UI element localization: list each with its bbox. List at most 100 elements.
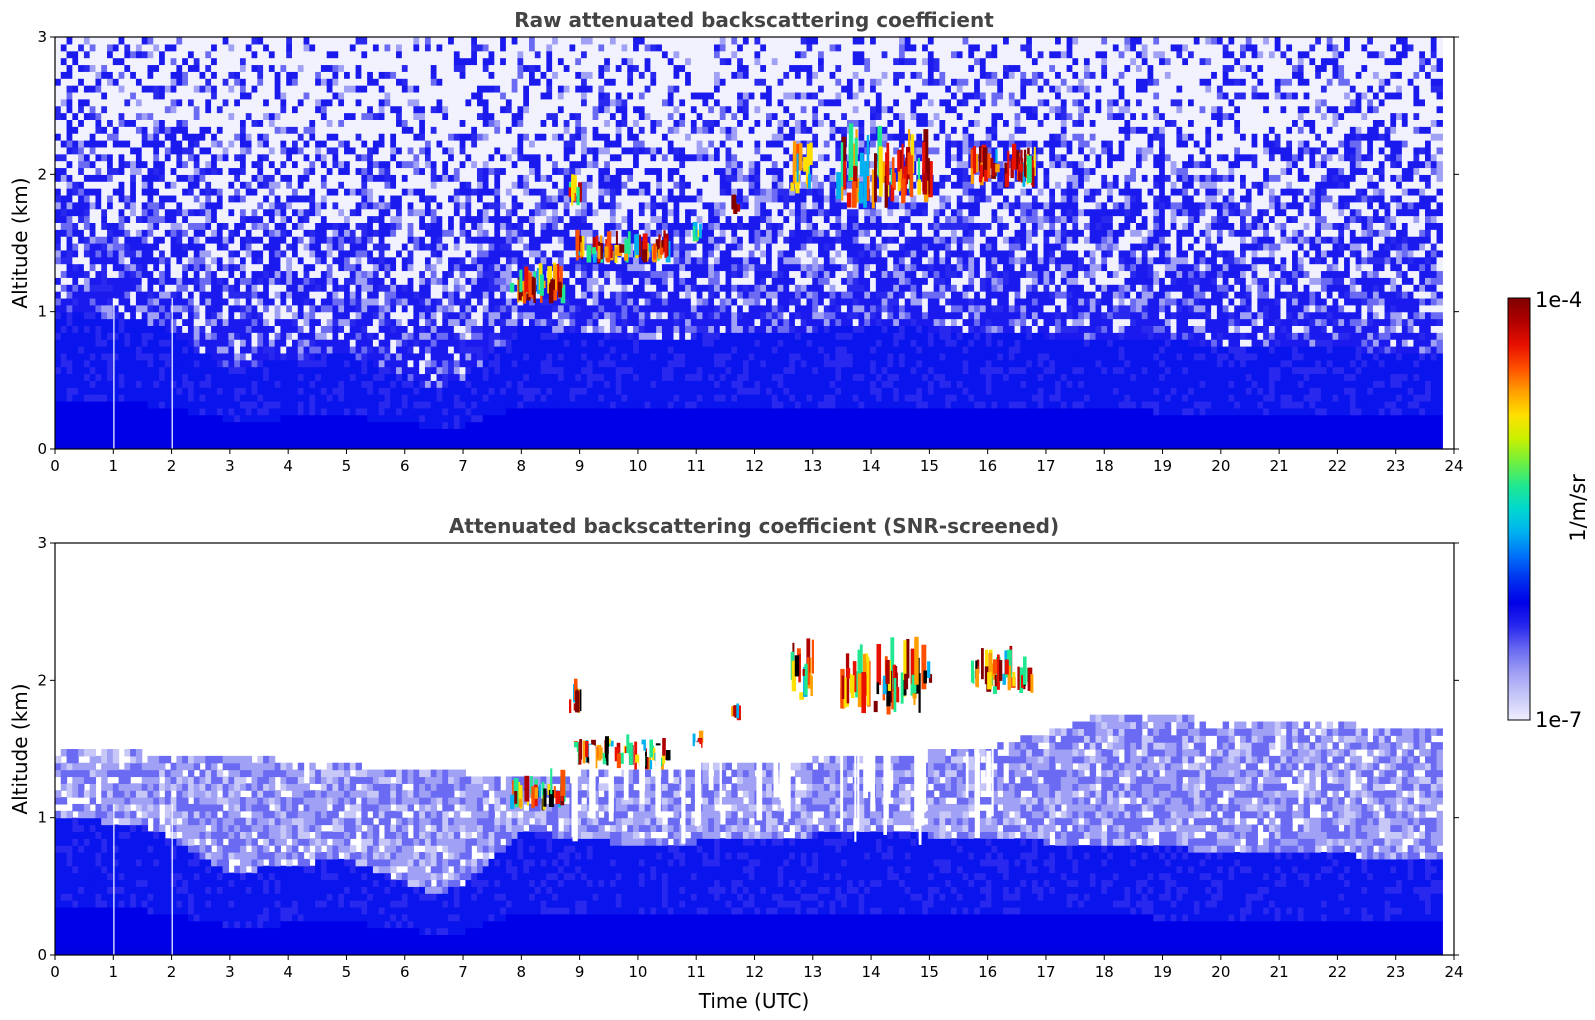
heatmap-cell — [164, 414, 172, 423]
heatmap-cell — [66, 112, 73, 120]
heatmap-cell — [280, 366, 287, 375]
heatmap-cell — [245, 304, 253, 313]
heatmap-cell — [257, 208, 264, 217]
heatmap-cell — [234, 297, 241, 306]
heatmap-cell — [372, 98, 380, 107]
heatmap-cell — [176, 71, 183, 79]
heatmap-cell — [401, 71, 409, 79]
heatmap-cell — [292, 181, 299, 189]
heatmap-cell — [130, 339, 137, 347]
heatmap-cell — [442, 311, 449, 320]
heatmap-cell — [424, 311, 432, 320]
heatmap-cell — [459, 50, 467, 59]
heatmap-cell — [257, 167, 264, 175]
heatmap-cell — [72, 311, 79, 320]
heatmap-cell — [274, 414, 282, 423]
heatmap-cell — [170, 181, 177, 189]
heatmap-cell — [424, 318, 432, 326]
heatmap-cell — [182, 291, 189, 299]
heatmap-cell — [297, 291, 305, 299]
heatmap-cell — [211, 311, 218, 320]
heatmap-cell — [494, 140, 501, 148]
heatmap-cell — [55, 387, 62, 395]
heatmap-cell — [326, 421, 334, 429]
heatmap-cell — [239, 332, 247, 340]
heatmap-cell — [384, 435, 391, 443]
heatmap-cell — [442, 146, 449, 155]
heatmap-cell — [193, 414, 201, 423]
heatmap-cell — [372, 236, 380, 244]
heatmap-cell — [66, 304, 73, 313]
heatmap-cell — [332, 174, 339, 182]
heatmap-cell — [182, 339, 189, 347]
heatmap-cell — [494, 380, 501, 388]
heatmap-cell — [372, 43, 380, 52]
heatmap-cell — [297, 188, 305, 196]
heatmap-cell — [78, 201, 85, 210]
heatmap-cell — [517, 222, 524, 230]
heatmap-cell — [135, 380, 143, 388]
heatmap-cell — [280, 339, 287, 347]
heatmap-cell — [153, 263, 160, 272]
heatmap-cell — [199, 208, 206, 217]
heatmap-cell — [268, 373, 276, 381]
heatmap-cell — [344, 243, 351, 251]
heatmap-cell — [326, 380, 334, 388]
heatmap-cell — [234, 304, 241, 313]
heatmap-cell — [251, 215, 258, 223]
heatmap-cell — [89, 256, 97, 265]
heatmap-cell — [476, 208, 484, 217]
heatmap-cell — [263, 153, 270, 162]
heatmap-cell — [465, 291, 472, 299]
heatmap-cell — [355, 304, 362, 313]
heatmap-cell — [436, 126, 443, 134]
heatmap-cell — [286, 373, 293, 381]
heatmap-cell — [297, 112, 305, 120]
heatmap-cell — [55, 256, 62, 265]
heatmap-cell — [494, 153, 501, 162]
heatmap-cell — [505, 304, 513, 313]
heatmap-cell — [176, 57, 183, 66]
heatmap-cell — [280, 133, 287, 141]
heatmap-cell — [205, 421, 212, 429]
heatmap-cell — [228, 105, 235, 114]
heatmap-cell — [494, 332, 501, 340]
heatmap-cell — [419, 325, 426, 333]
heatmap-cell — [476, 222, 484, 230]
heatmap-cell — [141, 270, 149, 278]
heatmap-cell — [228, 435, 235, 443]
heatmap-cell — [182, 435, 189, 443]
heatmap-cell — [170, 119, 177, 127]
heatmap-cell — [216, 291, 224, 299]
heatmap-cell — [315, 98, 322, 107]
heatmap-cell — [222, 160, 230, 169]
heatmap-cell — [482, 71, 490, 79]
heatmap-cell — [378, 133, 386, 141]
heatmap-cell — [66, 208, 73, 217]
heatmap-cell — [529, 249, 536, 258]
heatmap-cell — [176, 373, 183, 381]
heatmap-cell — [407, 43, 414, 52]
heatmap-cell — [193, 43, 201, 52]
heatmap-cell — [199, 407, 206, 416]
heatmap-cell — [130, 146, 137, 155]
heatmap-cell — [159, 174, 166, 182]
heatmap-cell — [384, 50, 391, 59]
heatmap-cell — [147, 263, 154, 272]
heatmap-cell — [453, 126, 461, 134]
heatmap-cell — [505, 43, 513, 52]
heatmap-cell — [413, 140, 420, 148]
heatmap-cell — [523, 236, 530, 244]
heatmap-cell — [482, 112, 490, 120]
heatmap-cell — [274, 37, 282, 45]
heatmap-cell — [78, 311, 85, 320]
heatmap-cell — [338, 153, 345, 162]
heatmap-cell — [442, 256, 449, 265]
heatmap-cell — [344, 71, 351, 79]
heatmap-cell — [66, 421, 73, 429]
heatmap-cell — [529, 153, 536, 162]
heatmap-cell — [222, 71, 230, 79]
heatmap-cell — [517, 105, 524, 114]
heatmap-cell — [413, 146, 420, 155]
heatmap-cell — [413, 194, 420, 203]
